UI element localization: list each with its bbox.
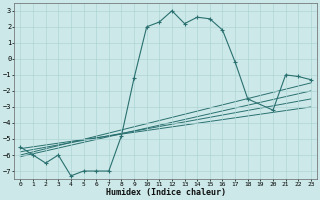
- X-axis label: Humidex (Indice chaleur): Humidex (Indice chaleur): [106, 188, 226, 197]
